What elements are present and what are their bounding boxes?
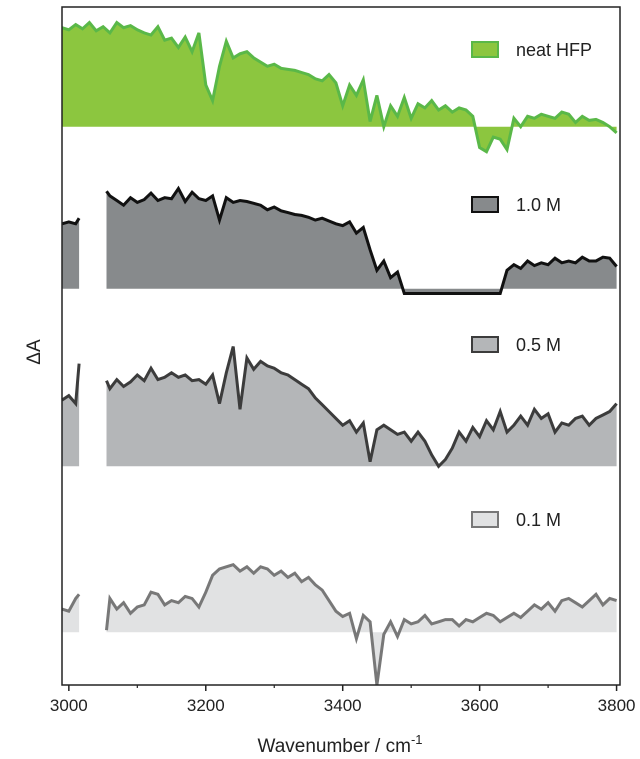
x-tick-label-3800: 3800 <box>598 696 636 715</box>
legend-swatch-neat-hfp <box>471 41 499 58</box>
legend-item-neat-hfp: neat HFP <box>471 40 592 60</box>
x-axis-title: Wavenumber / cm-1 <box>257 732 422 757</box>
legend-item-1-0-m: 1.0 M <box>471 195 561 215</box>
legend-swatch-1-0-m <box>471 196 499 213</box>
series-1-0-m-line-0 <box>61 217 81 226</box>
series-neat-hfp <box>61 20 618 154</box>
legend-label-1-0-m: 1.0 M <box>516 195 561 215</box>
series-0-5-m-area-0 <box>62 363 80 467</box>
y-axis-title: ΔA <box>24 339 45 365</box>
x-axis-ticks: 3000 3200 3400 3600 3800 <box>50 685 636 715</box>
series-0-5-m-area-1 <box>106 346 617 467</box>
series-0-5-m-line-0 <box>61 363 81 408</box>
series-0-1-m-area-0 <box>62 594 80 633</box>
legend-label-0-1-m: 0.1 M <box>516 510 561 530</box>
series-1-0-m-line-1 <box>105 185 618 295</box>
x-tick-label-3400: 3400 <box>324 696 362 715</box>
series-0-5-m-line-1 <box>105 346 618 469</box>
series-1-0-m <box>61 185 618 295</box>
legend-item-0-5-m: 0.5 M <box>471 335 561 355</box>
x-tick-label-3600: 3600 <box>461 696 499 715</box>
legend-label-neat-hfp: neat HFP <box>516 40 592 60</box>
series-neat-hfp-line-0 <box>61 20 618 154</box>
plot-frame <box>61 6 621 686</box>
legend-label-0-5-m: 0.5 M <box>516 335 561 355</box>
x-axis-title-superscript: -1 <box>411 732 423 747</box>
series-0-1-m-line-1 <box>105 563 618 686</box>
x-tick-label-3000: 3000 <box>50 696 88 715</box>
x-tick-label-3200: 3200 <box>187 696 225 715</box>
series-1-0-m-area-0 <box>62 218 80 289</box>
series-layer <box>61 20 618 686</box>
series-0-1-m-line-0 <box>61 593 81 613</box>
legend-swatch-0-1-m <box>471 511 499 528</box>
series-0-5-m <box>61 346 618 469</box>
x-axis-title-main: Wavenumber / cm <box>257 736 410 757</box>
series-0-1-m <box>61 563 618 686</box>
series-1-0-m-area-1 <box>106 188 617 294</box>
legend-swatch-0-5-m <box>471 336 499 353</box>
legend: neat HFP 1.0 M 0.5 M 0.1 M <box>471 40 592 530</box>
legend-item-0-1-m: 0.1 M <box>471 510 561 530</box>
